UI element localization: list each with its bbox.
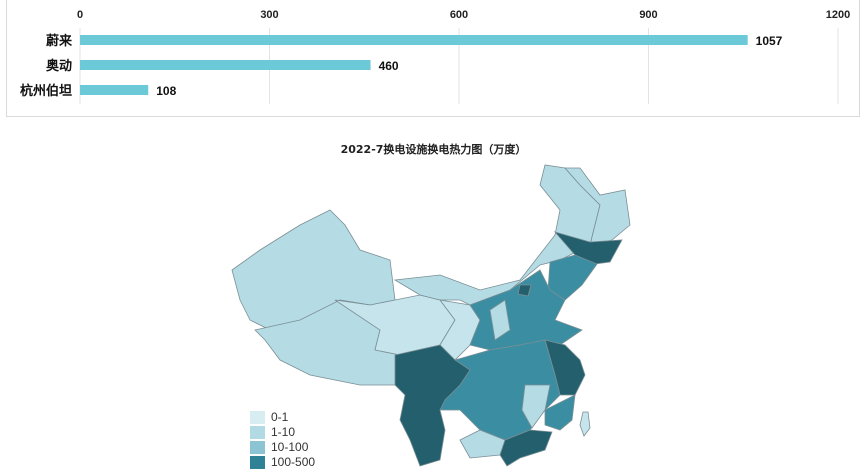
region-fujian — [544, 394, 576, 431]
bar-chart: 0 300 600 900 1200 蔚来 1057 奥动 460 杭州伯坦 108 — [20, 9, 850, 104]
legend-label: 1-10 — [271, 425, 296, 439]
legend-item: 0-1 — [250, 410, 288, 424]
region-north-china — [469, 269, 583, 351]
legend-item: 10-100 — [250, 440, 308, 454]
region-inner-mongolia — [393, 164, 601, 306]
legend-swatch — [250, 455, 265, 469]
x-tick-label: 300 — [260, 9, 278, 21]
legend-swatch — [250, 440, 265, 454]
x-tick-label: 0 — [77, 9, 83, 21]
region-guangdong — [499, 429, 553, 467]
category-label: 蔚来 — [46, 33, 73, 49]
region-heilongjiang — [564, 167, 631, 246]
bar — [80, 60, 371, 70]
region-jilin — [553, 231, 623, 265]
legend-swatch — [250, 410, 265, 424]
region-guangxi — [459, 429, 506, 459]
region-qinghai — [334, 294, 456, 356]
region-jiangxi — [521, 384, 551, 429]
category-label: 杭州伯坦 — [20, 83, 72, 99]
data-label: 1057 — [756, 34, 783, 48]
category-label: 奥动 — [46, 58, 72, 74]
bar — [80, 85, 149, 95]
x-tick-label: 1200 — [826, 9, 850, 21]
bar — [80, 35, 748, 45]
map-title: 2022-7换电设施换电热力图（万度） — [340, 143, 527, 156]
region-xinjiang — [231, 209, 396, 331]
region-jiangsu-zhejiang — [544, 339, 586, 396]
region-shanxi — [489, 299, 511, 341]
legend-swatch — [250, 425, 265, 439]
region-gansu-shaanxi — [439, 299, 481, 361]
region-taiwan — [579, 411, 591, 437]
region-liaoning — [547, 254, 598, 301]
data-label: 108 — [156, 84, 176, 98]
legend-item: 100-500 — [250, 455, 315, 469]
legend-label: 10-100 — [271, 440, 309, 454]
region-beijing — [517, 284, 532, 297]
legend-label: 100-500 — [271, 455, 316, 469]
x-tick-label: 600 — [450, 9, 468, 21]
x-tick-label: 900 — [639, 9, 657, 21]
data-label: 460 — [379, 59, 399, 73]
region-tibet — [254, 299, 401, 386]
legend-item: 1-10 — [250, 425, 295, 439]
legend-label: 0-1 — [271, 410, 289, 424]
bar-chart-frame — [6, 0, 860, 117]
region-central — [439, 339, 561, 441]
region-sichuan-yunnan — [394, 344, 471, 467]
